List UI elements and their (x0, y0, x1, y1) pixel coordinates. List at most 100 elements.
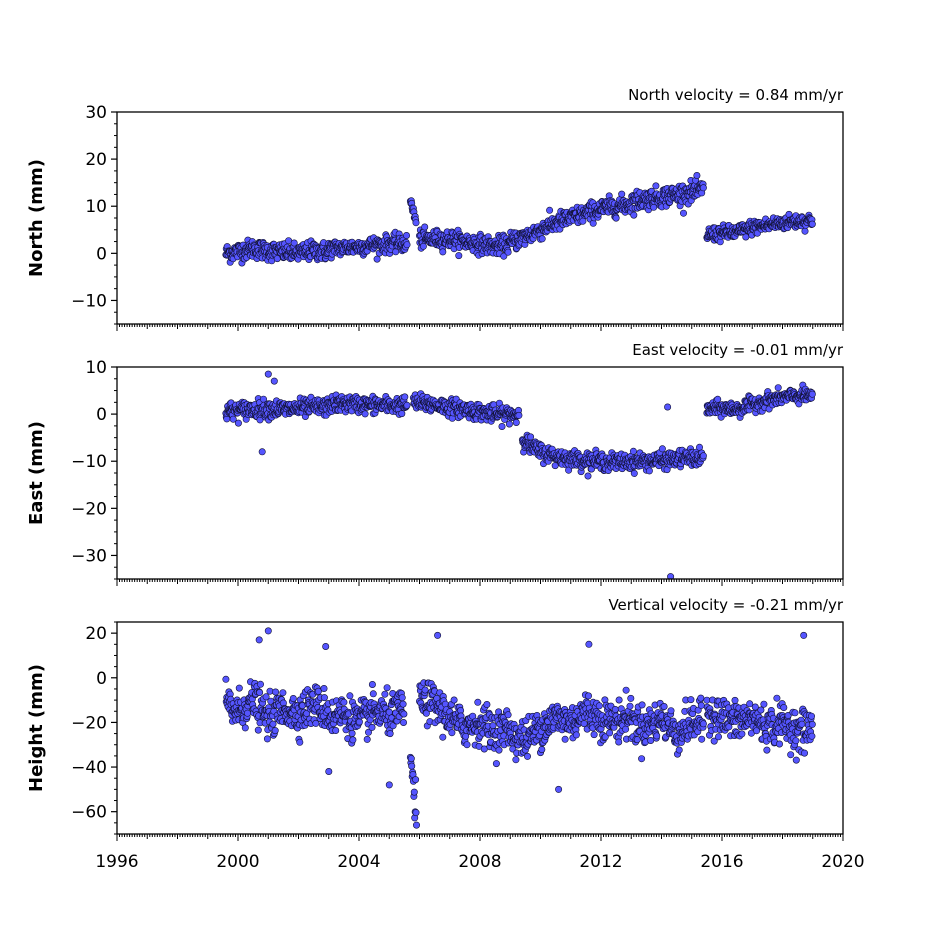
height-data-point (348, 729, 356, 737)
height-data-point (408, 762, 416, 770)
height-data-point (660, 702, 668, 710)
north-data-point (801, 227, 809, 235)
north-data-point (419, 242, 427, 250)
height-data-point (222, 675, 230, 683)
height-data-point (263, 735, 271, 743)
height-data-point (504, 711, 512, 719)
height-data-point (792, 737, 800, 745)
height-data-point (439, 733, 447, 741)
east-data-point (645, 467, 653, 475)
height-x-tick-label: 2008 (458, 852, 501, 872)
north-plot-frame (116, 111, 844, 325)
height-data-point (256, 688, 264, 696)
east-velocity-label: East velocity = -0.01 mm/yr (632, 341, 844, 359)
east-data-point (403, 401, 411, 409)
east-data-point (361, 410, 369, 418)
east-data-point (714, 395, 722, 403)
height-data-point (584, 692, 592, 700)
height-x-tick-label: 2016 (700, 852, 743, 872)
height-data-point (606, 729, 614, 737)
height-data-point (412, 776, 420, 784)
height-data-point (622, 686, 630, 694)
height-data-point (512, 756, 520, 764)
north-data-point (373, 255, 381, 263)
east-data-point (398, 410, 406, 418)
height-data-point (355, 718, 363, 726)
east-data-point (584, 472, 592, 480)
east-outlier-point (270, 377, 278, 385)
east-y-tick-label: −20 (71, 499, 107, 519)
north-data-point (403, 241, 411, 249)
height-data-point (381, 690, 389, 698)
height-data-point (383, 684, 391, 692)
height-data-point (410, 788, 418, 796)
east-outlier-point (667, 573, 675, 579)
east-data-point (229, 415, 237, 423)
north-data-point (579, 217, 587, 225)
height-outlier-point (585, 640, 593, 648)
height-data-point (773, 694, 781, 702)
height-velocity-label: Vertical velocity = -0.21 mm/yr (608, 596, 843, 614)
height-data-point (667, 707, 675, 715)
north-data-point (618, 190, 626, 198)
height-data-point (400, 710, 408, 718)
east-outlier-point (264, 370, 272, 378)
height-data-point (495, 746, 503, 754)
north-data-point (421, 223, 429, 231)
height-data-point (538, 745, 546, 753)
east-points (222, 370, 816, 579)
height-data-point (611, 705, 619, 713)
height-data-point (364, 728, 372, 736)
east-data-point (699, 452, 707, 460)
height-data-point (780, 703, 788, 711)
north-data-point (538, 235, 546, 243)
height-data-point (627, 694, 635, 702)
height-data-point (340, 698, 348, 706)
height-outlier-point (325, 767, 333, 775)
north-y-tick-label: 10 (85, 197, 107, 217)
height-data-point (561, 735, 569, 743)
height-data-point (483, 700, 491, 708)
east-data-point (774, 384, 782, 392)
height-data-point (760, 700, 768, 708)
east-data-point (527, 433, 535, 441)
height-data-point (615, 738, 623, 746)
height-outlier-point (800, 631, 808, 639)
north-data-point (546, 206, 554, 214)
height-data-point (407, 755, 415, 763)
height-y-tick-label: −60 (71, 803, 107, 823)
east-data-point (515, 411, 523, 419)
height-outlier-point (434, 631, 442, 639)
height-y-tick-label: 0 (96, 669, 107, 689)
height-data-point (412, 809, 420, 817)
north-data-point (402, 232, 410, 240)
height-data-point (386, 730, 394, 738)
east-data-point (498, 422, 506, 430)
height-outlier-point (385, 781, 393, 789)
east-data-point (630, 469, 638, 477)
height-outlier-point (255, 636, 263, 644)
height-data-point (267, 697, 275, 705)
east-y-tick-label: 10 (85, 358, 107, 378)
height-data-point (368, 723, 376, 731)
height-data-point (398, 694, 406, 702)
height-data-point (399, 700, 407, 708)
height-data-point (244, 709, 252, 717)
height-x-tick-label: 2000 (216, 852, 259, 872)
height-data-point (314, 687, 322, 695)
height-data-point (254, 726, 262, 734)
height-data-point (523, 752, 531, 760)
north-data-point (504, 248, 512, 256)
height-data-point (590, 731, 598, 739)
east-outlier-point (664, 403, 672, 411)
height-data-point (279, 689, 287, 697)
north-y-tick-label: 20 (85, 150, 107, 170)
north-data-point (412, 219, 420, 227)
north-points (222, 172, 816, 267)
height-data-point (349, 736, 357, 744)
height-data-point (320, 694, 328, 702)
east-data-point (512, 418, 520, 426)
height-y-tick-label: −40 (71, 758, 107, 778)
height-y-tick-label: −20 (71, 713, 107, 733)
